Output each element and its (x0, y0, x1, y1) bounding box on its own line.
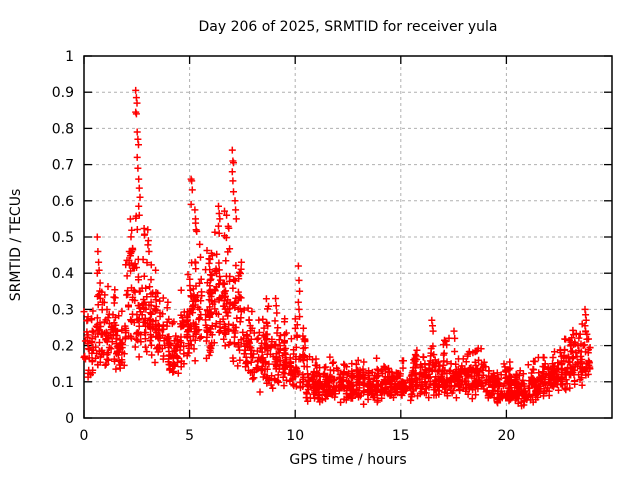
y-tick-label: 0.2 (52, 339, 74, 355)
y-tick-label: 0 (65, 411, 74, 427)
y-tick-label: 0.5 (52, 230, 74, 246)
y-tick-label: 0.1 (52, 375, 74, 391)
x-tick-label: 5 (185, 428, 194, 444)
scatter-plus-markers (80, 86, 594, 410)
y-tick-label: 0.7 (52, 158, 74, 174)
axes-and-ticks: 0 5 10 15 20 0 0.1 0.2 0.3 0.4 0.5 0.6 0.7 0.8 0.9 1 (52, 49, 613, 444)
y-tick-label: 0.3 (52, 302, 74, 318)
data-points-layer (80, 86, 594, 410)
y-tick-label: 0.8 (52, 121, 74, 137)
grid-lines (83, 55, 612, 419)
x-tick-label: 0 (80, 428, 89, 444)
y-tick-label: 1 (65, 49, 74, 65)
x-tick-label: 10 (286, 428, 304, 444)
y-tick-label: 0.6 (52, 194, 74, 210)
y-tick-label: 0.4 (52, 266, 74, 282)
x-tick-label: 15 (392, 428, 410, 444)
y-axis-label: SRMTID / TECUs (8, 189, 24, 302)
chart-title: Day 206 of 2025, SRMTID for receiver yul… (198, 19, 497, 35)
x-axis-label: GPS time / hours (289, 452, 406, 468)
x-tick-label: 20 (497, 428, 515, 444)
y-tick-label: 0.9 (52, 85, 74, 101)
